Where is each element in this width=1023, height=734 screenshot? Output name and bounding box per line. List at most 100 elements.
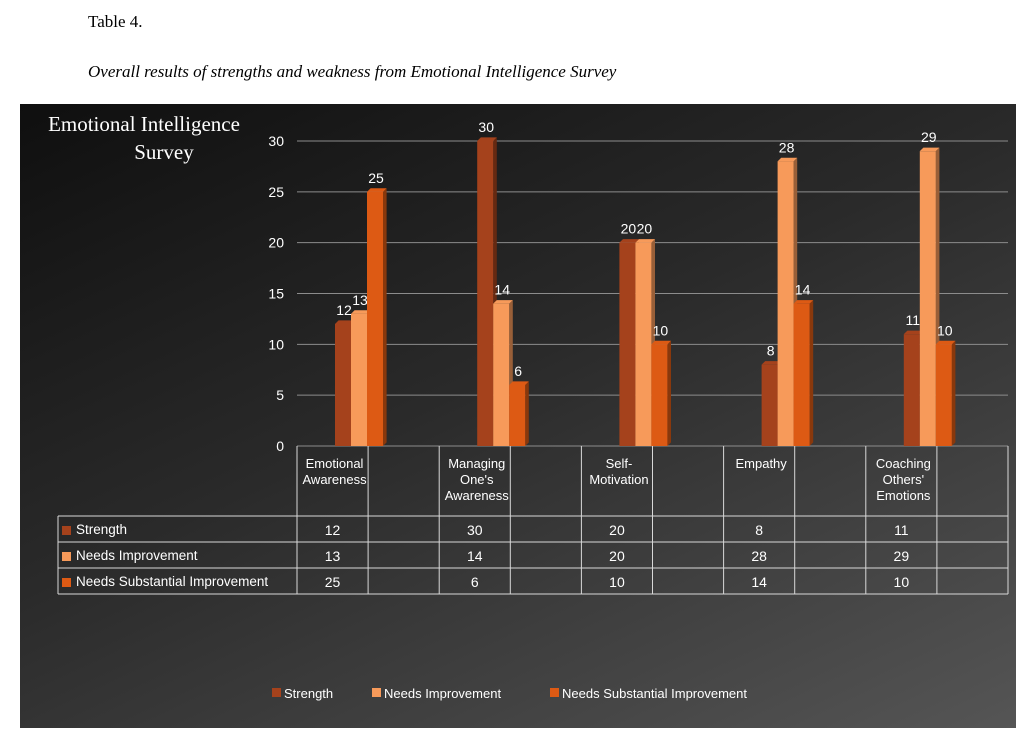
table-cell: 25 — [325, 574, 341, 590]
bar-front — [619, 242, 636, 446]
bar-top — [793, 300, 814, 304]
bar-top — [761, 361, 782, 365]
table-row: Needs Improvement 13 14 20 28 29 — [62, 548, 909, 564]
category-label-line: One's — [460, 472, 494, 487]
category-label: Empathy — [735, 456, 787, 471]
legend-label: Needs Improvement — [384, 686, 501, 701]
legend-label: Needs Substantial Improvement — [562, 686, 747, 701]
category-label: Self-Motivation — [589, 456, 648, 487]
y-tick-label: 5 — [276, 387, 284, 403]
table-cell: 10 — [894, 574, 910, 590]
category-label-line: Empathy — [735, 456, 787, 471]
bar-top — [903, 330, 924, 335]
bar-front — [367, 191, 383, 446]
y-tick-label: 25 — [268, 184, 284, 200]
legend-item: Strength — [272, 686, 333, 701]
data-label: 14 — [494, 282, 510, 298]
bar-top — [935, 340, 956, 345]
chart-title-line: Emotional Intelligence — [48, 112, 240, 136]
data-label: 20 — [637, 221, 653, 237]
bar-top — [509, 381, 529, 385]
table-cell: 10 — [609, 574, 625, 590]
bar-front — [903, 334, 920, 446]
row-label: Needs Substantial Improvement — [76, 574, 268, 589]
bar-front — [493, 303, 510, 446]
table-row: Needs Substantial Improvement 25 6 10 14 10 — [62, 574, 909, 590]
data-label: 10 — [653, 322, 669, 338]
row-label: Strength — [76, 522, 127, 537]
category-label-line: Awareness — [303, 472, 368, 487]
category-label-line: Coaching — [876, 456, 931, 471]
category-label-line: Motivation — [589, 472, 648, 487]
bar-front — [777, 161, 794, 447]
bar-needs-substantial-improvement — [367, 188, 387, 446]
table-cell: 12 — [325, 522, 341, 538]
data-label: 13 — [352, 292, 368, 308]
category-label-line: Emotions — [876, 488, 931, 503]
data-label: 11 — [906, 312, 921, 328]
table-cell: 28 — [751, 548, 767, 564]
bar-front — [509, 385, 526, 446]
legend-key — [62, 552, 71, 561]
legend-key — [272, 688, 281, 697]
bar-front — [335, 324, 351, 446]
table-row: Strength 12 30 20 8 11 — [62, 522, 909, 538]
data-label: 10 — [937, 322, 953, 338]
table-title: Overall results of strengths and weaknes… — [88, 62, 617, 81]
chart-title-line: Survey — [134, 140, 194, 164]
bar-front — [793, 303, 810, 446]
data-label: 12 — [336, 302, 352, 318]
bar-top — [351, 310, 371, 314]
bar-needs-substantial-improvement — [509, 381, 529, 446]
y-tick-label: 30 — [268, 133, 284, 149]
data-label: 28 — [779, 139, 795, 155]
category-label-line: Emotional — [306, 456, 364, 471]
category-label-line: Managing — [448, 456, 505, 471]
data-label: 14 — [795, 282, 811, 298]
legend-key — [62, 526, 71, 535]
table-cell: 11 — [894, 522, 909, 538]
y-tick-label: 0 — [276, 438, 284, 454]
legend-label: Strength — [284, 686, 333, 701]
category-label-line: Others' — [883, 472, 925, 487]
data-label: 25 — [368, 170, 384, 186]
bar-top — [635, 239, 655, 243]
bar-front — [651, 344, 668, 446]
legend-key — [62, 578, 71, 587]
bar-top — [335, 320, 355, 324]
bar-top — [651, 340, 671, 345]
table-cell: 14 — [467, 548, 483, 564]
bar-top — [619, 239, 639, 243]
legend-key — [550, 688, 559, 697]
category-label-line: Self- — [606, 456, 633, 471]
bar-side — [667, 340, 671, 446]
bar-front — [351, 313, 367, 446]
bar-front — [935, 344, 952, 446]
y-tick-label: 15 — [268, 286, 284, 302]
table-cell: 20 — [609, 548, 625, 564]
bar-front — [635, 242, 652, 446]
data-label: 20 — [621, 221, 637, 237]
table-cell: 30 — [467, 522, 483, 538]
data-label: 8 — [767, 343, 775, 359]
bar-top — [367, 188, 387, 192]
bar-side — [809, 300, 814, 446]
bar-top — [919, 147, 940, 152]
table-number: Table 4. — [88, 12, 143, 31]
bar-needs-substantial-improvement — [793, 300, 814, 446]
bar-side — [383, 188, 387, 446]
bar-top — [777, 157, 798, 162]
legend-key — [372, 688, 381, 697]
data-label: 29 — [921, 129, 937, 145]
y-tick-label: 20 — [268, 235, 284, 251]
category-label-line: Awareness — [445, 488, 510, 503]
legend: Strength Needs Improvement Needs Substanti… — [272, 686, 747, 701]
bar-front — [919, 151, 936, 446]
row-label: Needs Improvement — [76, 548, 198, 563]
bar-side — [951, 340, 956, 446]
chart-title: Emotional Intelligence Survey — [48, 112, 240, 164]
bar-front — [761, 364, 778, 446]
